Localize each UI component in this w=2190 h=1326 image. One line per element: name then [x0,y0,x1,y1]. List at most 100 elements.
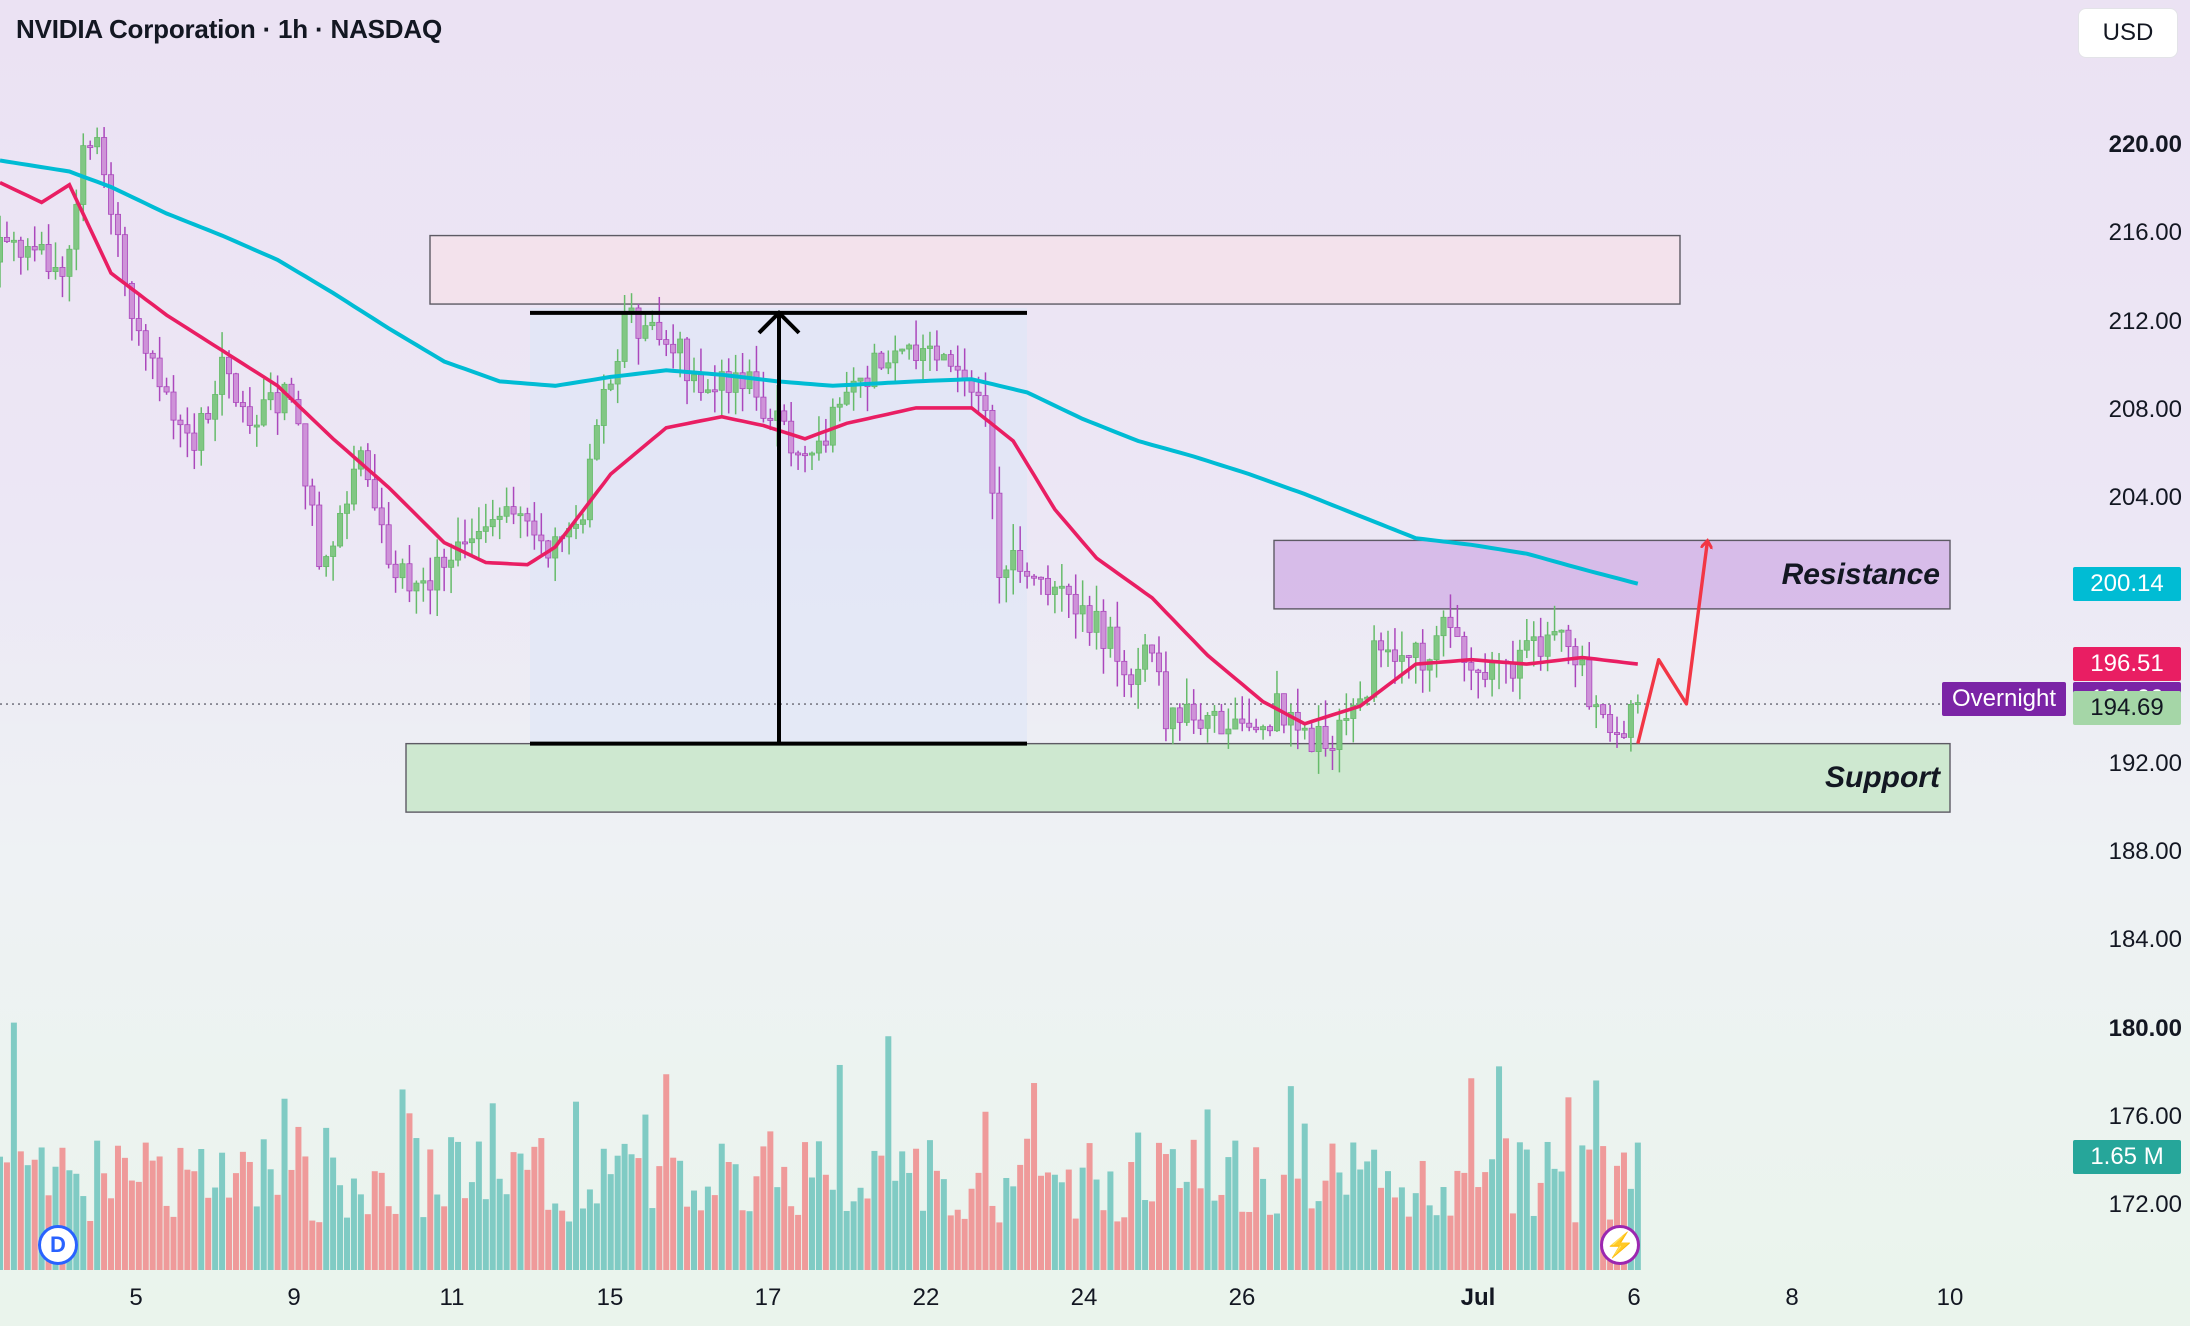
candle-body [933,345,940,361]
volume-bar [323,1127,330,1270]
candle-body [177,419,184,426]
volume-bar [170,1216,177,1270]
volume-bar [1128,1162,1135,1270]
volume-bar [760,1146,767,1270]
volume-bar [1600,1146,1607,1270]
volume-bar [357,1194,364,1270]
volume-bar [739,1210,746,1270]
candle-body [1398,655,1405,662]
candle-body [1031,575,1038,579]
measure-tool[interactable] [530,310,1027,746]
candle-body [517,513,524,517]
price-axis-label: 188.00 [2108,837,2182,865]
time-axis-label: 9 [287,1284,301,1311]
volume-bar [1010,1186,1017,1270]
candle-body [1267,726,1274,732]
volume-bar [628,1154,635,1270]
candle-body [1260,726,1267,731]
volume-bar [406,1113,413,1270]
candle-body [10,239,17,243]
candle-body [1593,704,1600,708]
currency-button[interactable]: USD [2078,8,2178,58]
candle-body [406,563,413,592]
candle-body [1371,640,1378,698]
volume-bar [399,1089,406,1270]
candle-body [226,356,233,375]
volume-bar [579,1208,586,1270]
volume-bar [968,1188,975,1270]
volume-bar [482,1199,489,1270]
volume-bar [808,1177,815,1270]
volume-bar [649,1208,656,1270]
volume-bar [913,1148,920,1270]
volume-bar [1405,1216,1412,1270]
candle-body [3,236,10,242]
candle-body [753,371,760,398]
candle-body [461,541,468,545]
volume-bar [746,1211,753,1270]
volume-bar [1336,1172,1343,1270]
candle-body [975,391,982,397]
volume-bar [1509,1213,1516,1270]
candle-body [1579,659,1586,666]
volume-bar [1329,1143,1336,1270]
volume-bar [781,1166,788,1270]
price-axis-label: 172.00 [2108,1191,2182,1219]
volume-bar [975,1172,982,1270]
volume-bar [267,1169,274,1270]
candle-body [878,352,885,369]
candle-body [684,338,691,382]
support-zone[interactable] [405,742,1951,813]
candle-body [711,389,718,393]
resistance-zone[interactable] [1273,539,1951,610]
volume-bar [1197,1188,1204,1270]
price-axis-label: 220.00 [2108,131,2182,158]
candle-body [802,453,809,457]
volume-bar [434,1194,441,1270]
candle-body [510,506,517,515]
candle-body [1315,725,1322,752]
volume-bar [1315,1201,1322,1270]
volume-bar [1246,1211,1253,1270]
candle-body [1044,577,1051,595]
volume-bar [552,1203,559,1270]
candle-body [1142,644,1149,670]
volume-bar [1253,1147,1260,1270]
candle-body [66,248,73,277]
candle-body [1107,626,1114,649]
volume-bar [212,1187,219,1270]
candle-body [135,318,142,332]
candle-body [968,380,975,393]
candle-body [121,234,128,284]
volume-bar [1398,1187,1405,1270]
volume-bar [1502,1138,1509,1270]
candle-body [232,373,239,403]
candle-body [31,246,38,251]
candle-body [17,239,24,258]
candle-body [1343,718,1350,721]
candle-body [1551,631,1558,636]
candle-body [836,403,843,408]
candle-body [364,450,371,481]
dividend-icon[interactable]: D [38,1225,78,1265]
time-axis-label: 17 [754,1284,782,1311]
candle-body [1336,719,1343,750]
volume-bar [59,1147,66,1270]
earnings-icon[interactable]: ⚡ [1600,1225,1640,1265]
candle-body [926,345,933,349]
volume-bar [1121,1217,1128,1270]
candle-body [1155,652,1162,673]
volume-bar [1003,1177,1010,1270]
volume-bar [128,1180,135,1270]
volume-bar [281,1098,288,1270]
volume-bar [295,1126,302,1270]
upper-zone[interactable] [429,234,1681,305]
volume-bar [1565,1097,1572,1270]
measure-arrowhead [757,310,801,335]
candle-body [1058,585,1065,589]
candle-body [982,395,989,411]
volume-bar [788,1206,795,1270]
volume-bar [1579,1145,1586,1270]
price-axis-label: 208.00 [2108,396,2182,424]
